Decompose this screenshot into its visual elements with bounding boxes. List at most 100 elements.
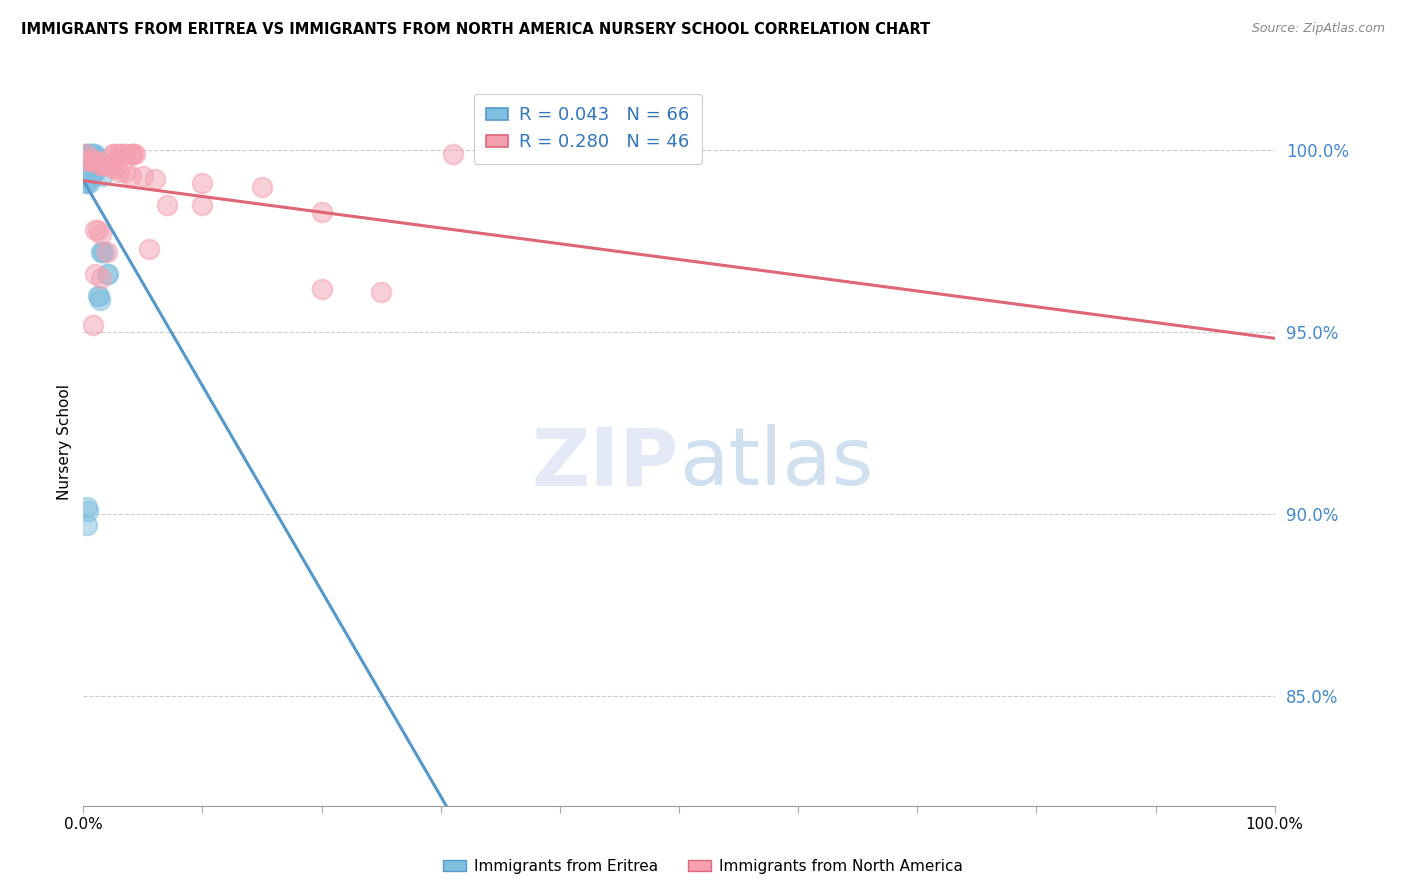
Point [86,161,108,176]
Point [86,223,108,237]
Point [84,151,107,165]
Point [311,205,333,219]
Point [77,169,100,183]
Point [370,285,392,300]
Point [76,518,98,533]
Text: IMMIGRANTS FROM ERITREA VS IMMIGRANTS FROM NORTH AMERICA NURSERY SCHOOL CORRELAT: IMMIGRANTS FROM ERITREA VS IMMIGRANTS FR… [21,22,931,37]
Point [101,147,124,161]
Point [250,179,273,194]
Point [114,165,136,179]
Point [82,158,104,172]
Point [77,169,100,183]
Point [79,147,101,161]
Point [84,147,107,161]
Point [80,165,103,179]
Point [132,169,155,183]
Point [76,169,98,183]
Point [103,147,125,161]
Point [83,161,105,176]
Point [90,270,112,285]
Point [91,169,114,183]
Point [96,267,118,281]
Point [98,158,121,172]
Point [84,161,107,176]
Point [120,147,142,161]
Y-axis label: Nursery School: Nursery School [58,384,72,500]
Point [75,147,97,161]
Point [82,165,104,179]
Point [86,289,108,303]
Point [77,147,100,161]
Point [84,154,107,169]
Point [77,154,100,169]
Point [75,165,97,179]
Point [80,158,103,172]
Point [90,227,112,241]
Point [77,165,100,179]
Point [77,176,100,190]
Point [76,500,98,514]
Point [77,158,100,172]
Point [441,147,464,161]
Point [77,151,100,165]
Legend: Immigrants from Eritrea, Immigrants from North America: Immigrants from Eritrea, Immigrants from… [437,853,969,880]
Point [120,169,142,183]
Point [84,223,107,237]
Point [104,161,127,176]
Point [101,161,124,176]
Point [82,318,104,332]
Point [91,245,114,260]
Point [80,161,103,176]
Point [79,151,101,165]
Point [77,161,100,176]
Point [84,154,107,169]
Point [84,267,107,281]
Point [90,158,112,172]
Point [76,154,98,169]
Point [108,165,131,179]
Point [86,154,108,169]
Point [111,147,134,161]
Point [124,147,146,161]
Point [76,165,98,179]
Point [97,267,120,281]
Point [83,158,105,172]
Point [156,198,179,212]
Point [96,245,118,260]
Point [77,154,100,169]
Point [79,165,101,179]
Legend: R = 0.043   N = 66, R = 0.280   N = 46: R = 0.043 N = 66, R = 0.280 N = 46 [474,94,702,164]
Point [80,147,103,161]
Point [86,154,108,169]
Point [75,176,97,190]
Point [87,289,110,303]
Point [87,154,110,169]
Point [82,161,104,176]
Point [138,242,160,256]
Point [93,158,115,172]
Point [79,161,101,176]
Point [108,147,131,161]
Point [86,154,108,169]
Point [75,158,97,172]
Point [114,147,136,161]
Point [96,158,118,172]
Point [77,165,100,179]
Point [82,151,104,165]
Point [90,245,112,260]
Point [77,147,100,161]
Point [143,172,166,186]
Point [84,165,107,179]
Text: Source: ZipAtlas.com: Source: ZipAtlas.com [1251,22,1385,36]
Point [77,172,100,186]
Point [75,161,97,176]
Point [86,151,108,165]
Text: atlas: atlas [679,425,873,502]
Point [79,154,101,169]
Point [91,158,114,172]
Point [82,147,104,161]
Point [93,245,115,260]
Point [311,282,333,296]
Point [110,147,132,161]
Point [75,147,97,161]
